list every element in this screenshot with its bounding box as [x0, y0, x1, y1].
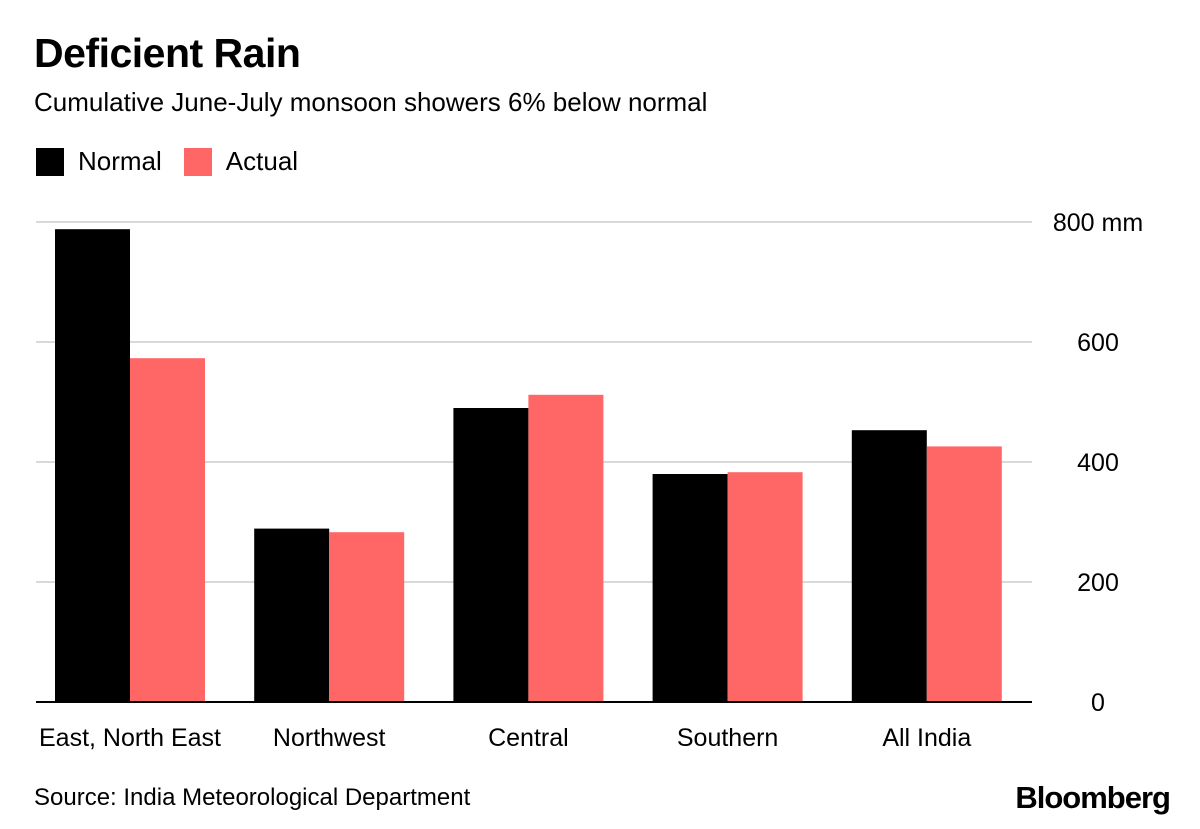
bar-normal: [55, 229, 130, 702]
bar-actual: [926, 446, 1002, 702]
source-note: Source: India Meteorological Department: [34, 784, 471, 811]
bar-normal: [453, 408, 529, 702]
legend-label-actual: Actual: [225, 146, 299, 176]
y-tick-label: 800 mm: [1053, 209, 1143, 237]
bar-actual: [329, 532, 405, 702]
bar-normal: [652, 474, 728, 702]
legend-item-normal: Normal: [36, 146, 162, 177]
bar-actual: [528, 394, 604, 702]
y-tick-label: 600: [1077, 329, 1119, 357]
x-tick-label: Northwest: [273, 724, 386, 752]
x-tick-label: All India: [882, 724, 971, 752]
y-tick-label: 0: [1091, 689, 1105, 717]
chart-title: Deficient Rain: [34, 30, 301, 76]
bar-actual: [727, 472, 803, 702]
x-tick-label: Central: [488, 724, 569, 752]
y-tick-label: 200: [1077, 569, 1119, 597]
legend-label-normal: Normal: [78, 146, 162, 176]
legend-item-actual: Actual: [183, 146, 299, 177]
x-tick-label: East, North East: [39, 724, 221, 752]
bar-normal: [851, 430, 927, 702]
y-tick-label: 400: [1077, 449, 1119, 477]
legend-swatch-actual: [183, 147, 212, 176]
legend: Normal Actual: [36, 146, 320, 177]
chart-subtitle: Cumulative June-July monsoon showers 6% …: [34, 87, 708, 117]
legend-swatch-normal: [36, 147, 64, 176]
bar-actual: [130, 358, 205, 702]
bar-normal: [254, 528, 330, 702]
bloomberg-logo: Bloomberg: [1015, 780, 1171, 815]
x-tick-label: Southern: [677, 724, 778, 752]
